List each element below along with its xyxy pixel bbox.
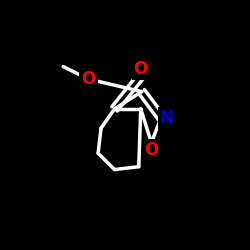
Text: O: O [81,70,96,88]
Text: O: O [144,141,158,159]
Text: N: N [160,108,174,126]
Text: O: O [134,60,148,78]
